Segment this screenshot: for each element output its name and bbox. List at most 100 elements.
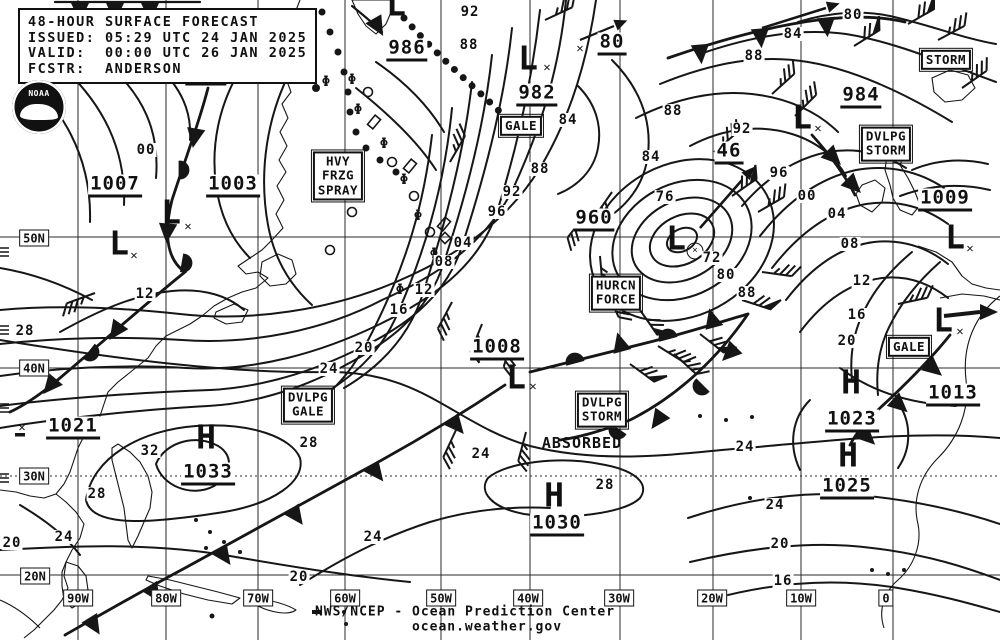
isobar-label: 24	[734, 439, 756, 455]
warning-box-line: GALE	[291, 404, 325, 419]
isobar-label: 00	[796, 188, 818, 204]
high-center: H	[838, 435, 858, 475]
isobar-layer	[0, 0, 1000, 613]
longitude-label: 50W	[426, 589, 456, 607]
movement-speed-label: 46	[714, 141, 744, 165]
isobar-label: 08	[839, 236, 861, 252]
isobar-label: 08	[433, 254, 455, 270]
svg-text:Φ: Φ	[430, 246, 438, 262]
low-pressure-label: 1009	[918, 188, 972, 212]
isobar-label: 24	[53, 529, 75, 545]
iceberg-limit-symbols: Φ Φ Φ Φ Φ Φ Φ Φ	[322, 72, 452, 298]
longitude-label: 30W	[604, 589, 634, 607]
warning-box-line: DVLPG	[865, 128, 907, 144]
isobar-label: 92	[731, 121, 753, 137]
isobar-label: 96	[768, 165, 790, 181]
isobar-label: 24	[362, 529, 384, 545]
noaa-logo: NOAA	[12, 80, 66, 134]
high-pressure-label: 1025	[820, 476, 874, 500]
low-center: L	[666, 218, 686, 258]
longitude-label: 20W	[697, 589, 727, 607]
pressure-label: 80	[597, 32, 627, 56]
isobar-label: 16	[388, 302, 410, 318]
warning-box: DVLPG GALE	[280, 385, 336, 425]
isobar-label: 96	[486, 204, 508, 220]
position-x-mark: ✕	[748, 164, 756, 178]
isobar-label: 16	[772, 573, 794, 589]
longitude-label: 60W	[330, 589, 360, 607]
isobar-label: 12	[851, 273, 873, 289]
warning-box-line: HVY	[325, 153, 351, 169]
position-x-mark: ✕	[966, 241, 974, 255]
movement-arrows	[15, 0, 998, 437]
warning-box: GALE	[885, 334, 933, 360]
latitude-label: 20N	[20, 567, 50, 585]
warning-box: DVLPG STORM	[858, 124, 914, 164]
footer-agency: NWS/NCEP - Ocean Prediction Center	[314, 604, 616, 620]
isobar-label: 28	[594, 477, 616, 493]
isobar-label: 20	[769, 536, 791, 552]
position-x-mark: ✕	[576, 41, 584, 55]
position-x-mark: ✕	[184, 219, 192, 233]
svg-text:Φ: Φ	[348, 72, 356, 88]
left-edge-ticks	[0, 247, 9, 483]
high-pressure-label: 1023	[825, 409, 879, 433]
position-x-mark: ✕	[130, 248, 138, 262]
high-center: H	[841, 362, 861, 402]
pressure-label: 1021	[46, 416, 100, 440]
isobar-label: 00	[135, 142, 157, 158]
isobar-label: 24	[318, 361, 340, 377]
isobar-label: 12	[413, 282, 435, 298]
header-title: 48-HOUR SURFACE FORECAST	[28, 14, 260, 30]
svg-text:Φ: Φ	[322, 74, 330, 90]
warning-box-line: DVLPG	[581, 394, 623, 410]
warning-box-line: FRZG	[321, 167, 355, 183]
noaa-gull-icon	[20, 104, 58, 120]
isobar-label: 88	[458, 37, 480, 53]
isobar-label: 32	[139, 443, 161, 459]
position-x-mark: ✕	[814, 121, 822, 135]
svg-text:Φ: Φ	[396, 282, 404, 298]
latitude-label: 50N	[19, 229, 49, 247]
longitude-label: 70W	[243, 589, 273, 607]
isobar-label: 72	[701, 250, 723, 266]
warning-box-line: STORM	[581, 409, 623, 424]
noaa-logo-text: NOAA	[28, 89, 50, 98]
header-issued: ISSUED: 05:29 UTC 24 JAN 2025	[28, 29, 308, 46]
high-pressure-label: 1030	[530, 513, 584, 537]
isobar-label: 16	[846, 307, 868, 323]
low-center: L	[792, 97, 812, 137]
svg-text:Φ: Φ	[354, 102, 362, 118]
warning-box-line: GALE	[504, 117, 538, 133]
isobar-label: 04	[452, 235, 474, 251]
svg-text:Φ: Φ	[414, 208, 422, 224]
low-center: L	[506, 357, 526, 397]
isobar-label: 24	[470, 446, 492, 462]
isobar-label: 88	[662, 103, 684, 119]
isobar-label: 28	[14, 323, 36, 339]
longitude-label: 80W	[151, 589, 181, 607]
isobar-label: 12	[134, 286, 156, 302]
longitude-label: 40W	[513, 589, 543, 607]
warning-box-line: SPRAY	[317, 182, 359, 198]
warning-box-line: HURCN	[595, 277, 637, 293]
footer-website: ocean.weather.gov	[411, 619, 563, 635]
forecast-header: 48-HOUR SURFACE FORECAST ISSUED: 05:29 U…	[18, 8, 318, 84]
warning-box: STORM	[918, 47, 974, 73]
warning-box: GALE	[497, 113, 545, 139]
isobar-label: 84	[782, 26, 804, 42]
low-pressure-label: 1008	[470, 337, 524, 361]
isobar-label: 84	[640, 149, 662, 165]
position-x-mark: ✕	[543, 60, 551, 74]
warning-box-line: STORM	[865, 143, 907, 158]
longitude-label: 0	[878, 589, 894, 607]
isobar-label: 20	[836, 333, 858, 349]
low-pressure-label: 1013	[926, 383, 980, 407]
isobar-label: 80	[842, 7, 864, 23]
low-center: L	[518, 38, 538, 78]
longitude-label: 90W	[63, 589, 93, 607]
